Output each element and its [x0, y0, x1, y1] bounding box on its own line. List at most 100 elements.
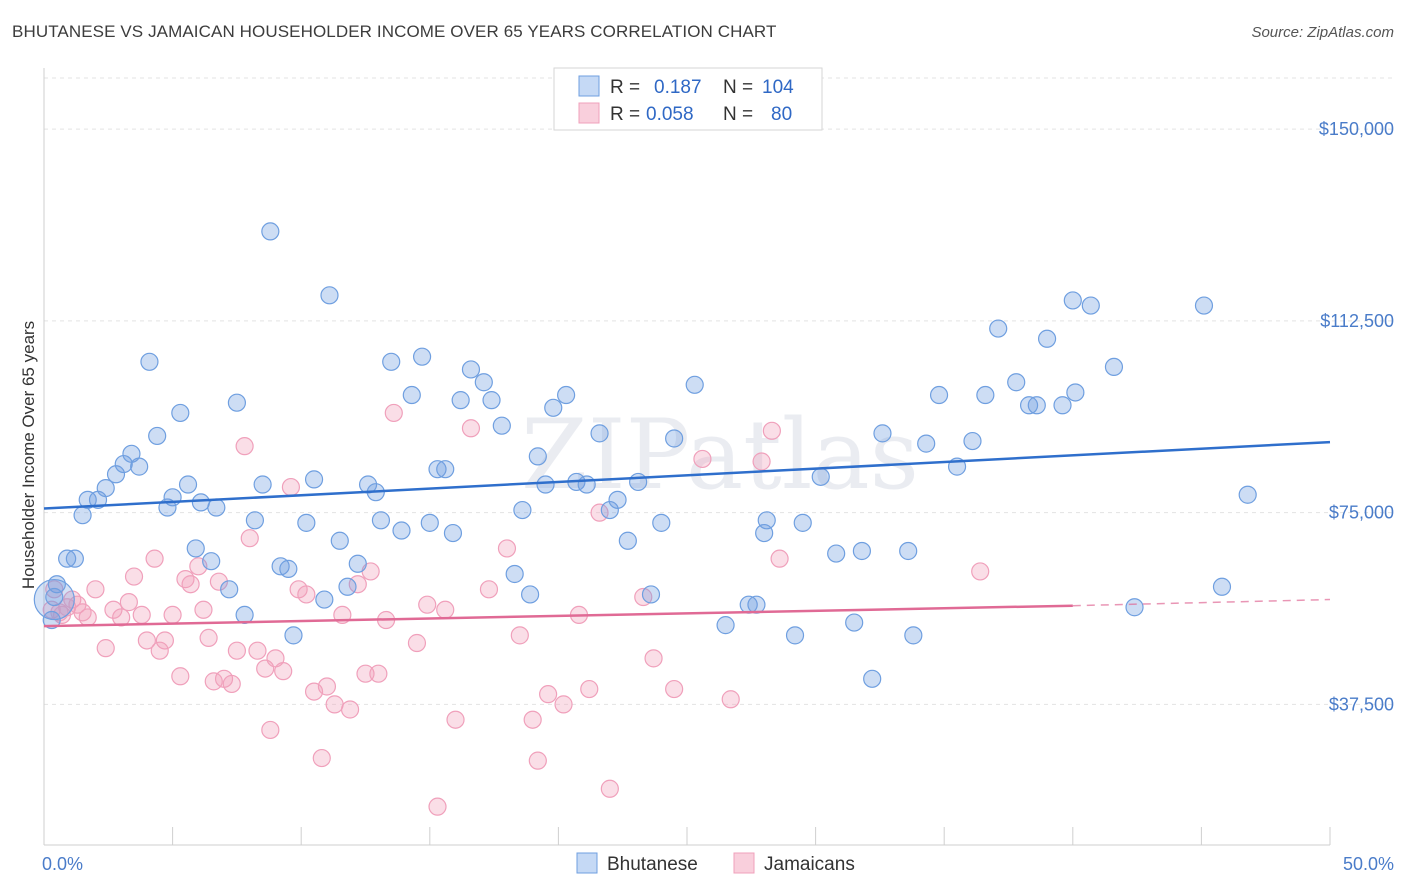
bhutanese-point [852, 541, 871, 561]
bhutanese-point [536, 475, 555, 494]
jamaicans-point [752, 452, 771, 471]
bhutanese-point [73, 506, 92, 525]
bhutanese-point [845, 613, 864, 632]
jamaicans-point [96, 639, 115, 658]
jamaicans-point [479, 580, 499, 599]
bhutanese-point [253, 475, 272, 494]
bhutanese-point [412, 347, 432, 366]
jamaicans-point [340, 700, 360, 719]
bhutanese-point [716, 616, 735, 635]
jamaicans-point [461, 419, 481, 438]
bhutanese-point [371, 511, 391, 530]
jamaicans-swatch [578, 102, 600, 124]
jamaicans-point [132, 605, 151, 625]
bhutanese-point [45, 587, 64, 607]
bhutanese-point [330, 531, 349, 550]
bhutanese-point [513, 500, 532, 520]
bhutanese-point [557, 385, 576, 405]
bhutanese-point [929, 385, 949, 405]
jamaicans-point [770, 549, 789, 568]
bhutanese-point [590, 424, 609, 443]
jamaicans-point [436, 600, 455, 619]
chart-title: BHUTANESE VS JAMAICAN HOUSEHOLDER INCOME… [12, 22, 777, 41]
bhutanese-point [917, 434, 936, 453]
bhutanese-point [665, 429, 684, 448]
bhutanese-point [428, 460, 447, 479]
jamaicans-point [446, 710, 465, 729]
jamaicans-point [428, 797, 447, 816]
bhutanese-point [1194, 296, 1214, 315]
jamaicans-point [510, 626, 529, 645]
bhutanese-n-value: 104 [762, 77, 794, 98]
jamaicans-point [124, 567, 144, 586]
jamaicans-point [539, 685, 558, 704]
bhutanese-point [1212, 577, 1232, 596]
jamaicans-point [194, 600, 213, 619]
bhutanese-point [827, 544, 846, 563]
jamaicans-point [86, 580, 105, 599]
bhutanese-point [140, 352, 159, 371]
bhutanese-r-value: 0.187 [654, 77, 702, 98]
jamaicans-point [418, 595, 437, 614]
watermark: ZIPatlas [521, 399, 919, 511]
jamaicans-point [554, 695, 573, 714]
jamaicans-point [407, 633, 427, 653]
jamaicans-point [73, 603, 92, 622]
jamaicans-point [297, 585, 316, 604]
jamaicans-point [227, 641, 246, 660]
jamaicans-point [281, 477, 301, 497]
jamaicans-point [721, 690, 740, 709]
bhutanese-point [505, 564, 524, 584]
bhutanese-point [618, 531, 637, 550]
bhutanese-point [420, 513, 439, 532]
bhutanese-point [186, 539, 205, 558]
bhutanese-point [315, 590, 334, 609]
bhutanese-point [338, 577, 357, 596]
jamaicans-point [497, 539, 517, 558]
bhutanese-n-label: N = [723, 77, 753, 98]
bhutanese-point [207, 498, 226, 517]
jamaicans-point [155, 631, 174, 650]
bhutanese-point [757, 511, 776, 530]
bhutanese-point [492, 416, 511, 435]
jamaicans-point [150, 641, 169, 660]
jamaicans-point [78, 608, 97, 627]
bhutanese-point [443, 523, 463, 543]
bhutanese-r-label: R = [610, 77, 640, 98]
legend-jamaicans-label: Jamaicans [764, 854, 855, 875]
jamaicans-point [176, 570, 195, 589]
bhutanese-point [544, 398, 563, 417]
jamaicans-point [240, 529, 259, 548]
y-tick-labels: $37,500 $75,000 $112,500 $150,000 [1319, 119, 1394, 714]
bhutanese-point [629, 472, 648, 492]
legend-bhutanese-label: Bhutanese [607, 854, 698, 875]
jamaicans-point [312, 748, 331, 768]
bhutanese-point [191, 493, 210, 512]
source-credit: Source: ZipAtlas.com [1251, 24, 1394, 41]
jamaicans-points [42, 403, 990, 816]
legend-bhutanese-swatch [576, 852, 598, 874]
jamaicans-point [199, 628, 218, 648]
bhutanese-point [1063, 291, 1082, 310]
bhutanese-point [863, 669, 882, 688]
bhutanese-point [1125, 598, 1144, 617]
jamaicans-r-value: 0.058 [646, 104, 694, 125]
bhutanese-point [171, 403, 190, 423]
bhutanese-point [521, 585, 540, 604]
jamaicans-point [369, 664, 388, 683]
bhutanese-point [528, 447, 547, 466]
bhutanese-point [382, 352, 401, 371]
jamaicans-point [209, 572, 228, 591]
y-tick-label: $75,000 [1329, 503, 1394, 523]
bhutanese-point [608, 490, 627, 509]
bhutanese-point [65, 549, 84, 568]
bhutanese-point [436, 460, 455, 479]
bhutanese-point [461, 360, 481, 379]
bhutanese-point [106, 465, 126, 484]
bhutanese-point [284, 626, 303, 645]
jamaicans-point [261, 720, 280, 740]
bhutanese-point [904, 626, 923, 645]
trend-lines [43, 440, 1331, 628]
jamaicans-point [171, 667, 190, 686]
